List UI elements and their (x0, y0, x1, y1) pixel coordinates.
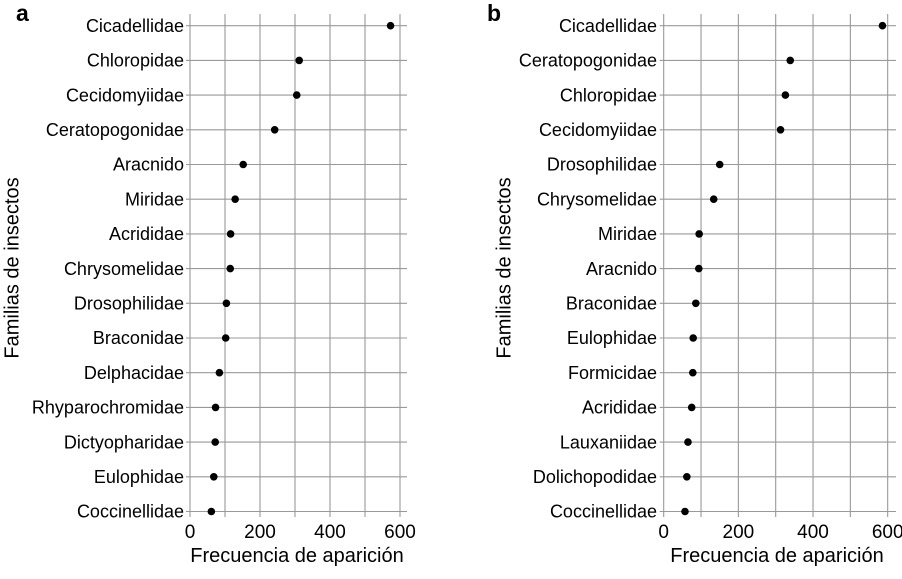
data-point (689, 334, 697, 342)
category-label: Ceratopogonidae (519, 51, 657, 71)
category-label: Delphacidae (84, 363, 184, 383)
category-label: Acrididae (109, 224, 184, 244)
data-point (239, 160, 247, 169)
x-tick-label: 200 (723, 522, 755, 543)
panel-a: a Familias de insectos Cicadellidae Chlor… (2, 0, 416, 567)
category-label: Dictyopharidae (64, 432, 184, 452)
data-point (684, 438, 692, 446)
data-point (221, 334, 230, 342)
data-point (683, 473, 691, 481)
category-label: Chrysomelidae (64, 259, 184, 279)
data-point (222, 299, 231, 308)
category-label: Cecidomyiidae (539, 120, 657, 140)
category-label: Drosophilidae (74, 294, 184, 314)
x-tick-label: 0 (658, 522, 669, 543)
category-label: Chrysomelidae (537, 189, 657, 209)
category-label: Aracnido (113, 155, 184, 175)
category-label: Miridae (598, 224, 657, 244)
panel-b-letter: b (487, 0, 502, 26)
category-label: Formicidae (568, 363, 657, 383)
data-point (687, 403, 696, 412)
data-point (709, 195, 718, 203)
x-tick-label: 600 (384, 522, 416, 543)
category-label: Braconidae (93, 328, 184, 348)
panel-a-x-axis-title: Frecuencia de aparición (190, 545, 404, 567)
category-label: Rhyparochromidae (32, 398, 184, 418)
category-label: Cicadellidae (559, 16, 657, 36)
x-tick-label: 600 (872, 522, 902, 543)
data-point (781, 91, 790, 99)
x-tick-label: 0 (185, 522, 196, 543)
category-label: Dolichopodidae (533, 467, 657, 487)
data-point (681, 507, 689, 516)
data-point (715, 160, 724, 169)
category-label: Aracnido (586, 259, 657, 279)
data-point (231, 195, 239, 203)
panel-b-x-axis-title: Frecuencia de aparición (670, 545, 884, 567)
data-point (689, 368, 697, 377)
category-label: Braconidae (566, 294, 657, 314)
data-point (292, 91, 301, 99)
category-label: Lauxaniidae (560, 432, 657, 452)
category-label: Drosophilidae (547, 155, 657, 175)
category-label: Cicadellidae (86, 16, 184, 36)
category-label: Chloropidae (560, 85, 657, 105)
x-tick-label: 400 (314, 522, 346, 543)
category-label: Coccinellidae (77, 502, 184, 522)
category-label: Miridae (125, 189, 184, 209)
x-tick-label: 400 (797, 522, 829, 543)
panel-a-plot-area: Cicadellidae Chloropidae Cecidomyiidae Cera… (32, 14, 416, 543)
data-point (211, 438, 219, 446)
data-point (786, 56, 795, 65)
data-point (226, 264, 235, 273)
category-label: Chloropidae (87, 51, 184, 71)
category-label: Ceratopogonidae (46, 120, 184, 140)
panel-b: b Familias de insectos Cicadellidae Cerat… (451, 0, 902, 579)
data-point (211, 403, 220, 412)
x-tick-label: 200 (244, 522, 276, 543)
data-point (692, 299, 700, 308)
category-label: Cecidomyiidae (66, 85, 184, 105)
data-point (695, 230, 703, 238)
panel-b-plot-area: Cicadellidae Ceratopogonidae Chloropidae Ce… (519, 14, 902, 543)
data-point (386, 21, 395, 30)
panel-a-letter: a (16, 0, 29, 26)
data-point (878, 21, 887, 30)
data-point (694, 264, 703, 273)
data-point (776, 126, 785, 134)
data-point (210, 473, 218, 481)
category-label: Acrididae (582, 398, 657, 418)
data-point (215, 368, 224, 377)
data-point (295, 56, 304, 65)
category-label: Eulophidae (567, 328, 657, 348)
data-point (270, 126, 279, 134)
category-label: Coccinellidae (550, 502, 657, 522)
data-point (226, 230, 235, 238)
data-point (207, 507, 216, 516)
category-label: Eulophidae (94, 467, 184, 487)
